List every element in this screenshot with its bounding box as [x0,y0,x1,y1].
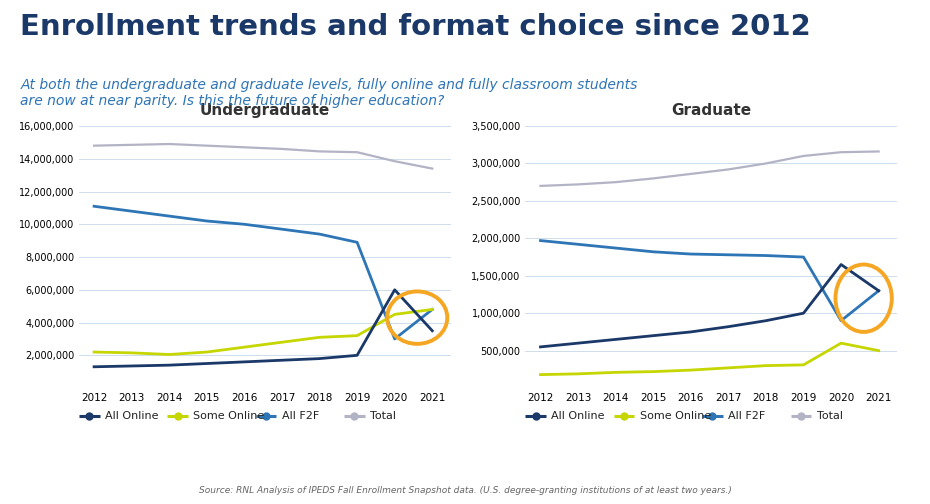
Title: Undergraduate: Undergraduate [200,103,330,118]
Text: All F2F: All F2F [728,411,765,421]
Text: Total: Total [817,411,843,421]
Text: Some Online: Some Online [640,411,711,421]
Text: All Online: All Online [551,411,605,421]
Text: All Online: All Online [105,411,159,421]
Text: At both the undergraduate and graduate levels, fully online and fully classroom : At both the undergraduate and graduate l… [20,78,638,108]
Title: Graduate: Graduate [671,103,751,118]
Text: Enrollment trends and format choice since 2012: Enrollment trends and format choice sinc… [20,13,811,41]
Text: Some Online: Some Online [193,411,265,421]
Text: Total: Total [370,411,396,421]
Text: Source: RNL Analysis of IPEDS Fall Enrollment Snapshot data. (U.S. degree-granti: Source: RNL Analysis of IPEDS Fall Enrol… [199,486,731,495]
Text: All F2F: All F2F [282,411,319,421]
